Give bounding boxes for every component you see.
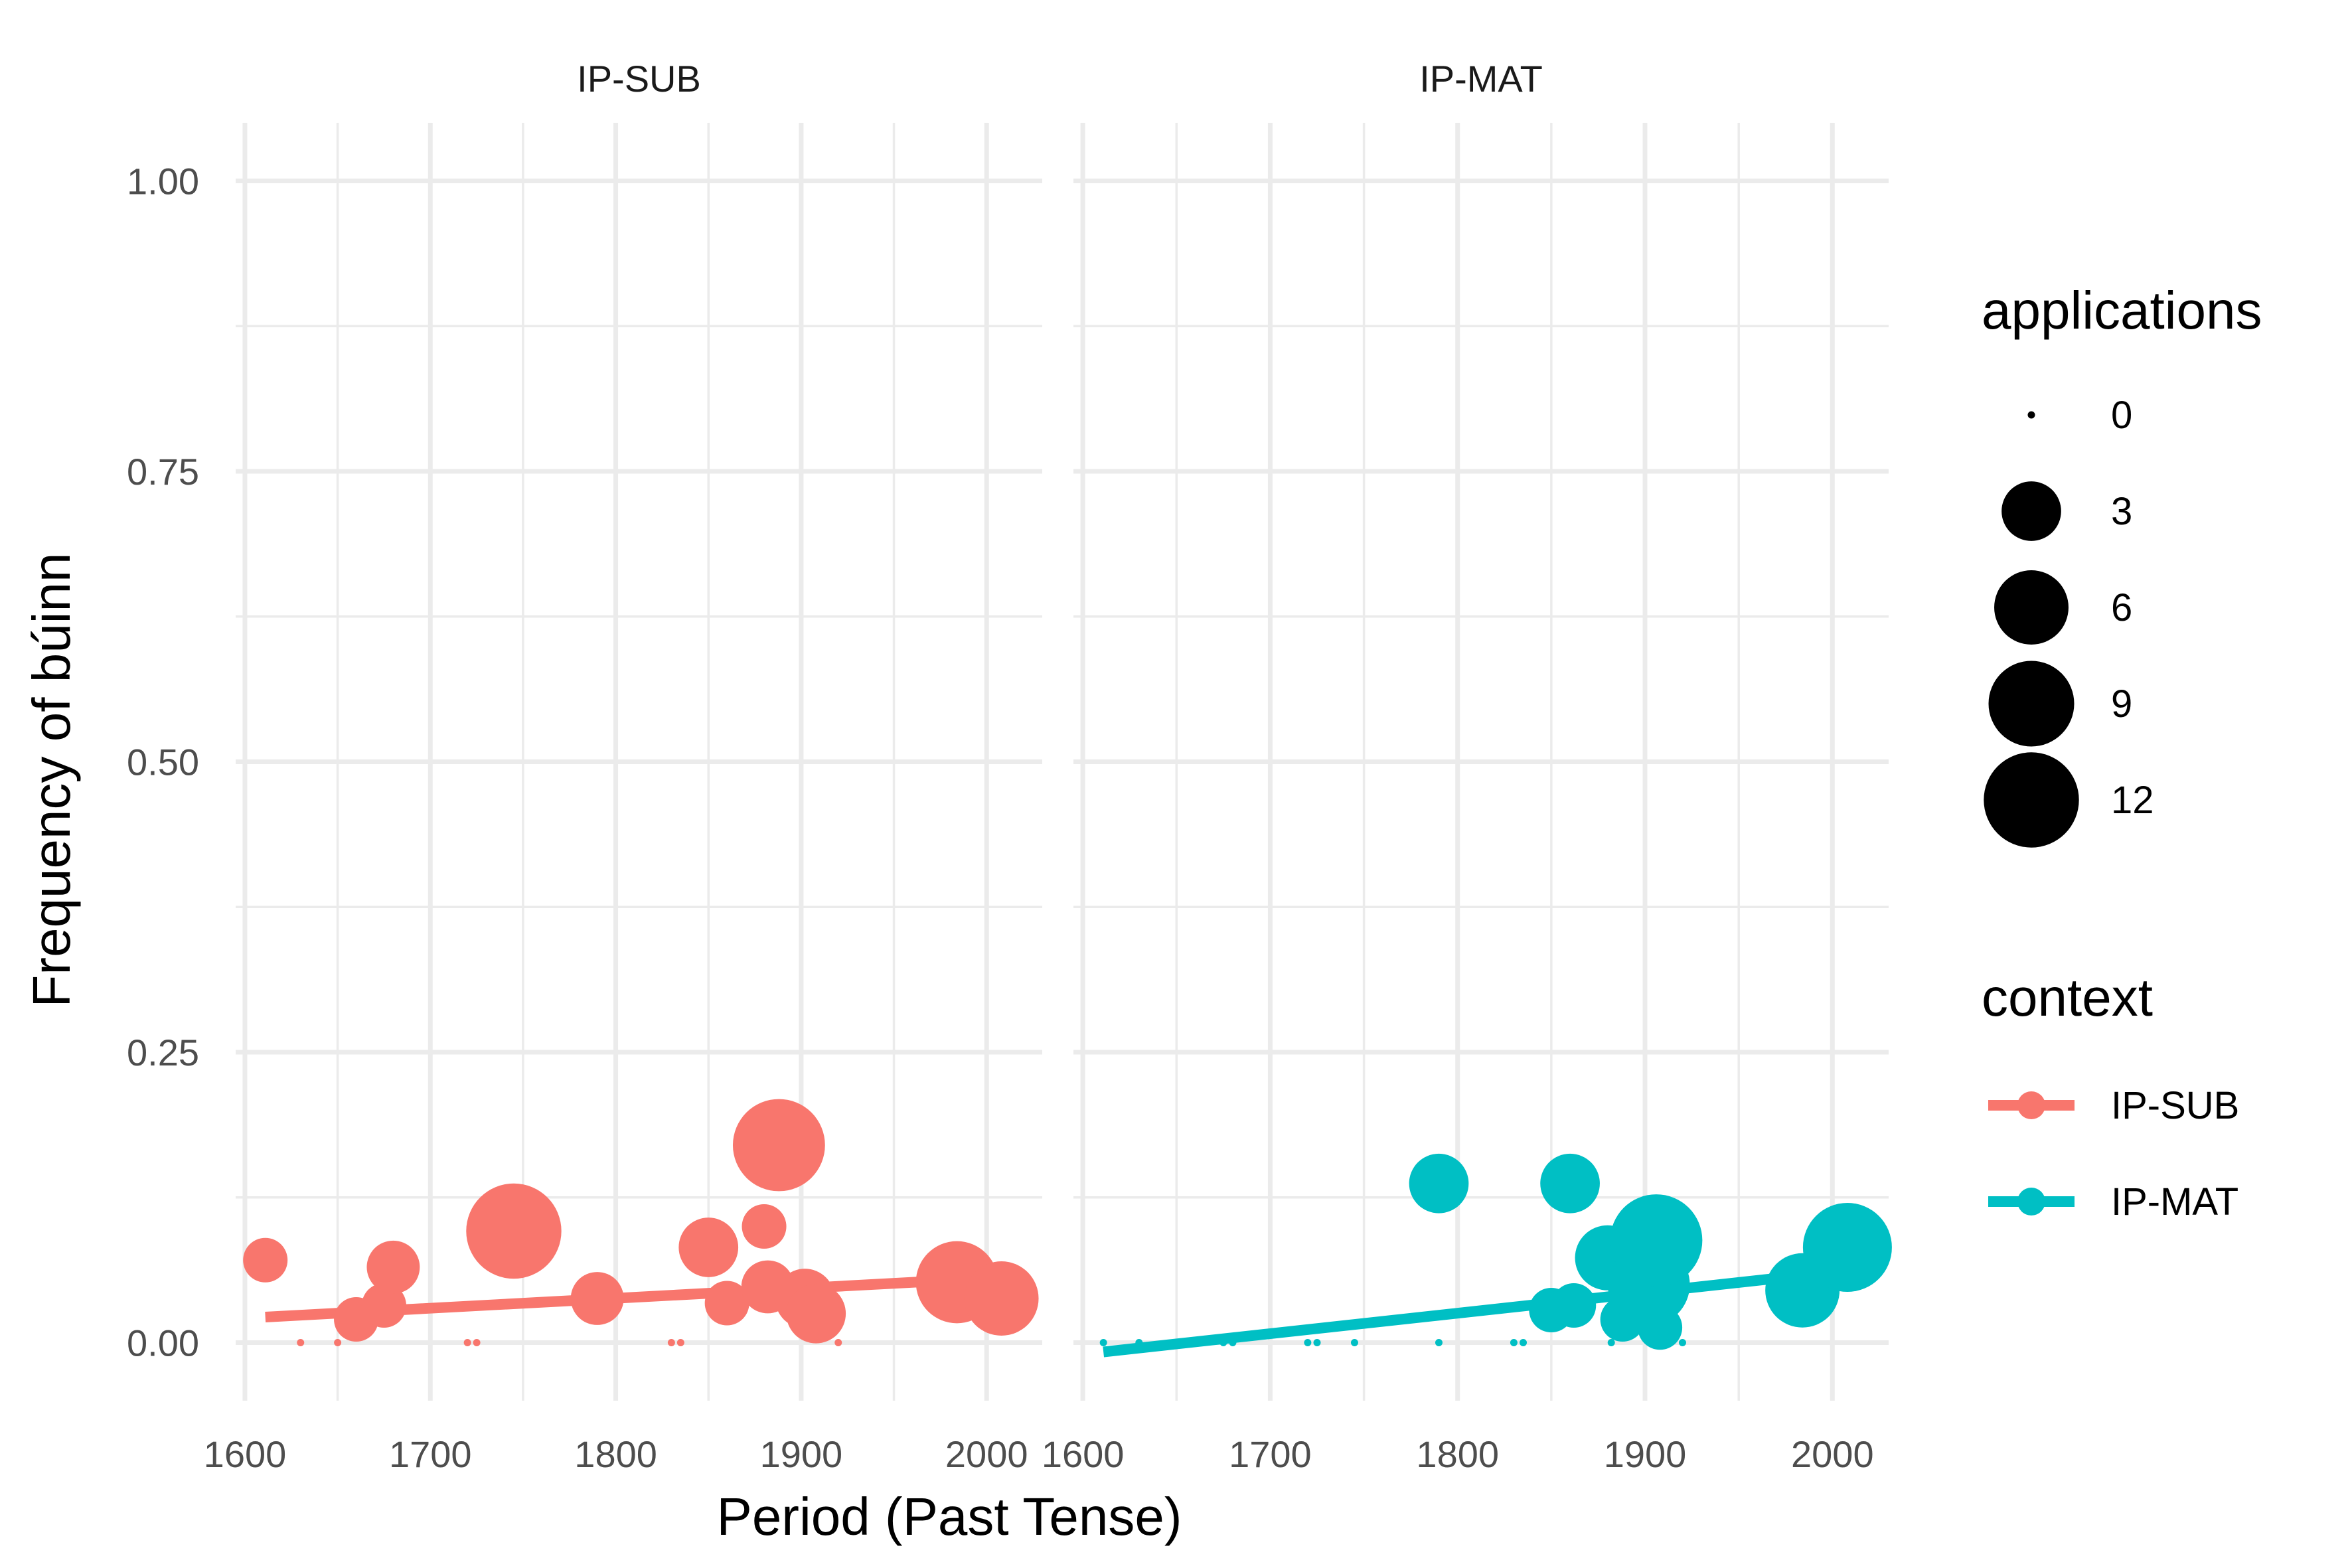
data-point: [1409, 1153, 1469, 1214]
data-point: [1350, 1339, 1358, 1346]
panel-ip-mat: IP-MAT 1600 1700 1800 1900 2000: [1042, 58, 1892, 1475]
data-point: [1304, 1339, 1312, 1346]
data-point: [1172, 1339, 1180, 1346]
data-point: [678, 1217, 739, 1277]
data-point: [1607, 1339, 1615, 1346]
data-point: [667, 1339, 675, 1346]
facet-strip-label: IP-MAT: [1419, 58, 1543, 100]
size-legend-title: applications: [1982, 281, 2262, 340]
y-tick-label: 0.25: [127, 1032, 199, 1073]
data-point: [570, 1272, 624, 1325]
panels: IP-SUB 1600 1700 1800 1900 2000 IP-MAT 1600 1700…: [204, 58, 1892, 1475]
data-point: [473, 1339, 481, 1346]
data-point: [1540, 1153, 1600, 1214]
size-legend-label: 12: [2111, 779, 2154, 822]
data-point: [834, 1339, 842, 1346]
color-legend-point: [2017, 1091, 2045, 1119]
x-tick-label: 1900: [1604, 1433, 1687, 1475]
panel-ip-sub: IP-SUB 1600 1700 1800 1900 2000: [204, 58, 1042, 1475]
color-legend-point: [2017, 1188, 2045, 1215]
facet-strip-label: IP-SUB: [577, 58, 701, 100]
color-legend: context IP-SUB IP-MAT: [1982, 968, 2239, 1223]
data-point: [1099, 1339, 1107, 1346]
x-tick-label: 1800: [574, 1433, 657, 1475]
data-point: [1510, 1339, 1518, 1346]
data-point: [1551, 1283, 1597, 1328]
data-point: [1219, 1339, 1227, 1346]
data-point: [1135, 1339, 1143, 1346]
size-legend-key: [2027, 411, 2035, 419]
data-point: [366, 1240, 420, 1294]
size-legend: applications 0 3 6 9 12: [1982, 281, 2262, 848]
data-point: [334, 1339, 342, 1346]
data-point: [732, 1099, 825, 1192]
size-legend-label: 0: [2111, 394, 2132, 437]
data-point: [676, 1339, 684, 1346]
data-point: [1313, 1339, 1321, 1346]
data-point: [1520, 1339, 1528, 1346]
x-tick-label: 2000: [1791, 1433, 1874, 1475]
data-point: [1802, 1202, 1892, 1293]
trend-line: [1103, 1265, 1848, 1358]
data-point: [466, 1183, 562, 1279]
color-legend-label: IP-MAT: [2111, 1180, 2238, 1223]
y-axis: 0.00 0.25 0.50 0.75 1.00: [127, 161, 199, 1364]
x-tick-label: 1600: [1042, 1433, 1125, 1475]
data-point: [704, 1281, 749, 1326]
data-point: [964, 1261, 1039, 1336]
x-tick-label: 1700: [1229, 1433, 1312, 1475]
y-tick-label: 0.00: [127, 1322, 199, 1364]
size-legend-key: [1988, 661, 2075, 747]
size-legend-label: 3: [2111, 490, 2132, 533]
x-tick-label: 1900: [760, 1433, 843, 1475]
color-legend-label: IP-SUB: [2111, 1084, 2239, 1127]
x-tick-label: 1800: [1416, 1433, 1499, 1475]
size-legend-key: [1984, 752, 2079, 848]
data-point: [1610, 1194, 1703, 1287]
data-point: [1435, 1339, 1443, 1346]
x-tick-label: 1700: [389, 1433, 472, 1475]
data-point: [1191, 1339, 1199, 1346]
size-legend-key: [1994, 570, 2069, 645]
data-point: [243, 1237, 288, 1283]
x-axis-title: Period (Past Tense): [716, 1487, 1182, 1546]
y-tick-label: 0.50: [127, 742, 199, 783]
y-tick-label: 0.75: [127, 451, 199, 493]
color-legend-title: context: [1982, 968, 2153, 1027]
y-axis-title: Frequency of búinn: [22, 553, 81, 1008]
data-point: [742, 1204, 787, 1249]
size-legend-label: 6: [2111, 586, 2132, 629]
data-point: [361, 1283, 406, 1328]
size-legend-key: [2001, 481, 2061, 541]
y-tick-label: 1.00: [127, 161, 199, 202]
data-point: [463, 1339, 471, 1346]
x-tick-label: 2000: [945, 1433, 1028, 1475]
data-point: [1638, 1305, 1683, 1350]
data-point: [786, 1283, 846, 1344]
x-tick-label: 1600: [204, 1433, 287, 1475]
data-point: [1678, 1339, 1686, 1346]
data-point: [1229, 1339, 1237, 1346]
data-point: [297, 1339, 305, 1346]
size-legend-label: 9: [2111, 682, 2132, 726]
